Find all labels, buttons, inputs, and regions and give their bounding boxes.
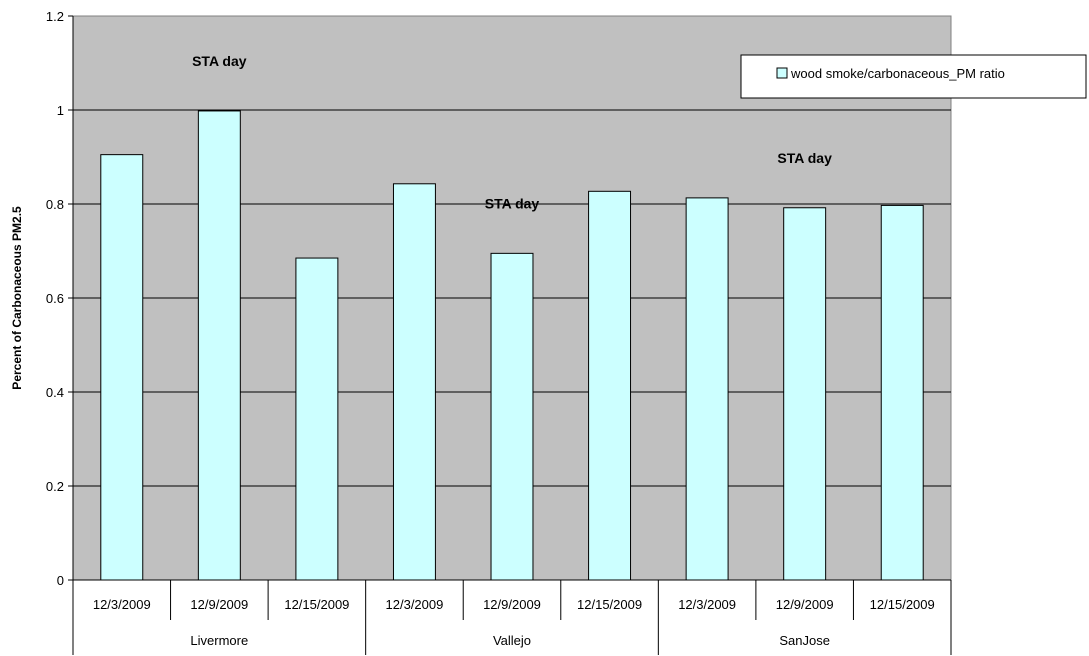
bar — [685, 197, 729, 581]
bar — [783, 207, 827, 581]
y-axis-ticks: 0 0.2 0.4 0.6 0.8 1 1.2 — [46, 9, 74, 588]
legend-box — [740, 54, 1087, 99]
bar — [392, 183, 436, 581]
x-tick-label: 12/15/2009 — [284, 597, 349, 612]
y-tick-label: 0.2 — [46, 479, 64, 494]
x-tick-label: 12/9/2009 — [483, 597, 541, 612]
x-tick-label: 12/3/2009 — [678, 597, 736, 612]
legend-swatch — [776, 67, 788, 79]
legend: wood smoke/carbonaceous_PM ratio — [740, 54, 1087, 99]
annotation-label: STA day — [777, 150, 832, 166]
bar — [880, 204, 924, 581]
y-tick-label: 1 — [57, 103, 64, 118]
y-tick-label: 0.8 — [46, 197, 64, 212]
bar — [490, 252, 534, 581]
y-axis-label: Percent of Carbonaceous PM2.5 — [10, 206, 24, 390]
y-tick-label: 1.2 — [46, 9, 64, 24]
x-tick-label: 12/15/2009 — [577, 597, 642, 612]
bar — [295, 257, 339, 581]
y-tick-label: 0 — [57, 573, 64, 588]
x-tick-label: 12/3/2009 — [386, 597, 444, 612]
y-tick-label: 0.6 — [46, 291, 64, 306]
group-label: Livermore — [190, 633, 248, 648]
x-tick-label: 12/9/2009 — [776, 597, 834, 612]
x-axis: 12/3/2009 12/9/2009 12/15/2009 Livermore 12/… — [72, 579, 952, 655]
y-tick-label: 0.4 — [46, 385, 64, 400]
group-label: SanJose — [779, 633, 830, 648]
bar — [588, 190, 632, 581]
x-tick-label: 12/9/2009 — [190, 597, 248, 612]
x-tick-label: 12/3/2009 — [93, 597, 151, 612]
bar — [197, 110, 241, 581]
group-label: Vallejo — [493, 633, 531, 648]
bars — [100, 110, 924, 581]
annotations: STA day STA day STA day — [192, 53, 832, 211]
legend-label: wood smoke/carbonaceous_PM ratio — [790, 66, 1005, 81]
annotation-label: STA day — [192, 53, 247, 69]
bar — [100, 154, 144, 581]
x-tick-label: 12/15/2009 — [870, 597, 935, 612]
annotation-label: STA day — [485, 195, 540, 211]
